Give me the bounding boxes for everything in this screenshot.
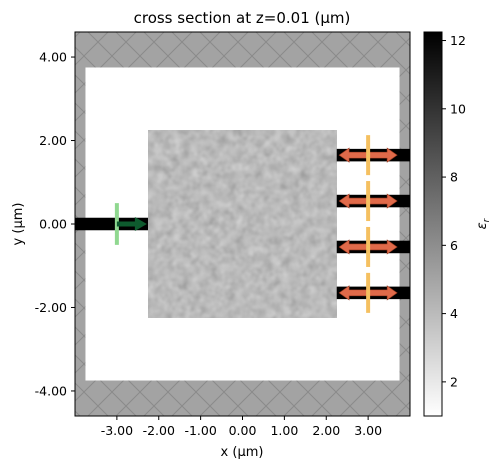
colorbar-tick-label: 6: [450, 238, 458, 253]
x-tick-label: -1.00: [184, 423, 216, 438]
colorbar-tick-label: 2: [450, 374, 458, 389]
colorbar-ticks: 2 4 6 8 10 12: [442, 33, 466, 389]
x-tick-label: -3.00: [101, 423, 133, 438]
colorbar: 2 4 6 8 10 12 εr: [423, 31, 492, 417]
y-tick-label: 2.00: [39, 133, 67, 148]
y-tick-label: 0.00: [39, 217, 67, 232]
x-tick-label: -2.00: [143, 423, 175, 438]
colorbar-tick-label: 4: [450, 306, 458, 321]
colorbar-gradient: [423, 31, 443, 417]
y-axis-ticks: 4.00 2.00 0.00 -2.00 -4.00: [35, 50, 75, 398]
x-tick-label: 3.00: [354, 423, 382, 438]
pml-region-right: [399, 32, 410, 416]
structure-layer: [75, 130, 410, 318]
y-tick-label: -4.00: [35, 383, 67, 398]
source-direction-arrow: [116, 217, 147, 231]
chart-title: cross section at z=0.01 (μm): [134, 9, 351, 27]
plot-area: [75, 32, 410, 416]
design-region: [148, 130, 337, 318]
x-tick-label: 1.00: [270, 423, 298, 438]
x-axis-ticks: -3.00 -2.00 -1.00 0.00 1.00 2.00 3.00: [101, 416, 382, 438]
pml-region-top: [75, 32, 410, 68]
colorbar-tick-label: 12: [450, 33, 466, 48]
marker-layer: [114, 135, 398, 313]
x-tick-label: 2.00: [312, 423, 340, 438]
colorbar-tick-label: 10: [450, 101, 466, 116]
x-axis-label: x (μm): [221, 445, 264, 460]
x-tick-label: 0.00: [229, 423, 257, 438]
colorbar-label: εr: [475, 217, 492, 229]
y-axis-label: y (μm): [11, 203, 26, 246]
pml-region-bottom: [75, 380, 410, 416]
y-tick-label: 4.00: [39, 50, 67, 65]
y-tick-label: -2.00: [35, 300, 67, 315]
colorbar-tick-label: 8: [450, 170, 458, 185]
input-waveguide: [75, 217, 149, 231]
